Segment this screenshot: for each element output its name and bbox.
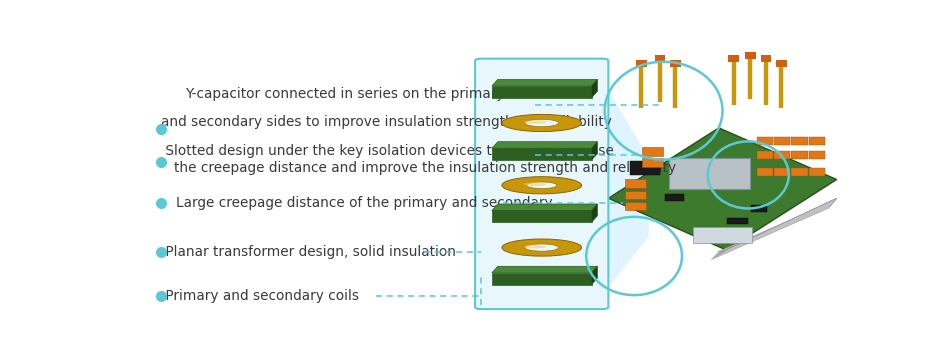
FancyBboxPatch shape	[757, 168, 773, 176]
FancyBboxPatch shape	[808, 138, 825, 145]
Polygon shape	[492, 211, 592, 222]
FancyBboxPatch shape	[751, 205, 768, 212]
Polygon shape	[711, 198, 837, 260]
FancyBboxPatch shape	[757, 138, 773, 145]
FancyBboxPatch shape	[625, 202, 646, 210]
FancyBboxPatch shape	[631, 161, 660, 175]
Text: the creepage distance and improve the insulation strength and reliability: the creepage distance and improve the in…	[174, 161, 676, 175]
Text: Primary and secondary coils: Primary and secondary coils	[162, 289, 359, 303]
Text: Y-capacitor connected in series on the primary: Y-capacitor connected in series on the p…	[185, 87, 504, 101]
Ellipse shape	[524, 120, 546, 124]
Polygon shape	[592, 142, 598, 160]
Polygon shape	[592, 204, 598, 222]
FancyBboxPatch shape	[774, 138, 790, 145]
FancyBboxPatch shape	[727, 218, 748, 224]
FancyBboxPatch shape	[636, 60, 647, 67]
FancyBboxPatch shape	[791, 151, 807, 159]
FancyBboxPatch shape	[642, 158, 663, 167]
Text: Large creepage distance of the primary and secondary: Large creepage distance of the primary a…	[176, 196, 553, 210]
Ellipse shape	[524, 182, 546, 186]
Polygon shape	[492, 273, 592, 285]
FancyBboxPatch shape	[693, 227, 752, 244]
FancyBboxPatch shape	[808, 151, 825, 159]
Ellipse shape	[502, 239, 581, 256]
Ellipse shape	[525, 119, 559, 127]
FancyBboxPatch shape	[808, 168, 825, 176]
FancyBboxPatch shape	[655, 55, 665, 62]
FancyBboxPatch shape	[791, 138, 807, 145]
Polygon shape	[492, 79, 598, 86]
Polygon shape	[492, 266, 598, 273]
Polygon shape	[602, 80, 649, 295]
FancyBboxPatch shape	[642, 147, 663, 156]
FancyBboxPatch shape	[625, 191, 646, 199]
Text: and secondary sides to improve insulation strength and reliability: and secondary sides to improve insulatio…	[162, 115, 613, 129]
Ellipse shape	[525, 244, 559, 251]
FancyBboxPatch shape	[791, 168, 807, 176]
Polygon shape	[592, 79, 598, 98]
FancyBboxPatch shape	[774, 168, 790, 176]
Polygon shape	[714, 198, 837, 256]
Polygon shape	[492, 142, 598, 148]
Polygon shape	[492, 148, 592, 160]
FancyBboxPatch shape	[761, 55, 771, 62]
FancyBboxPatch shape	[475, 59, 608, 309]
Text: Planar transformer design, solid insulation: Planar transformer design, solid insulat…	[162, 245, 456, 259]
Polygon shape	[492, 86, 592, 98]
Polygon shape	[717, 198, 837, 252]
Polygon shape	[492, 204, 598, 211]
FancyBboxPatch shape	[665, 194, 684, 201]
FancyBboxPatch shape	[729, 55, 739, 62]
Ellipse shape	[502, 114, 581, 131]
Polygon shape	[712, 198, 837, 258]
FancyBboxPatch shape	[757, 151, 773, 159]
Polygon shape	[715, 198, 837, 254]
Ellipse shape	[524, 245, 546, 248]
Text: Slotted design under the key isolation devices to further increase: Slotted design under the key isolation d…	[162, 144, 615, 158]
FancyBboxPatch shape	[746, 52, 755, 59]
FancyBboxPatch shape	[776, 60, 787, 67]
Ellipse shape	[502, 177, 581, 194]
Polygon shape	[608, 128, 837, 250]
FancyBboxPatch shape	[774, 151, 790, 159]
FancyBboxPatch shape	[625, 179, 646, 188]
FancyBboxPatch shape	[670, 60, 680, 67]
Ellipse shape	[526, 182, 557, 188]
Polygon shape	[669, 158, 750, 189]
Polygon shape	[592, 266, 598, 285]
